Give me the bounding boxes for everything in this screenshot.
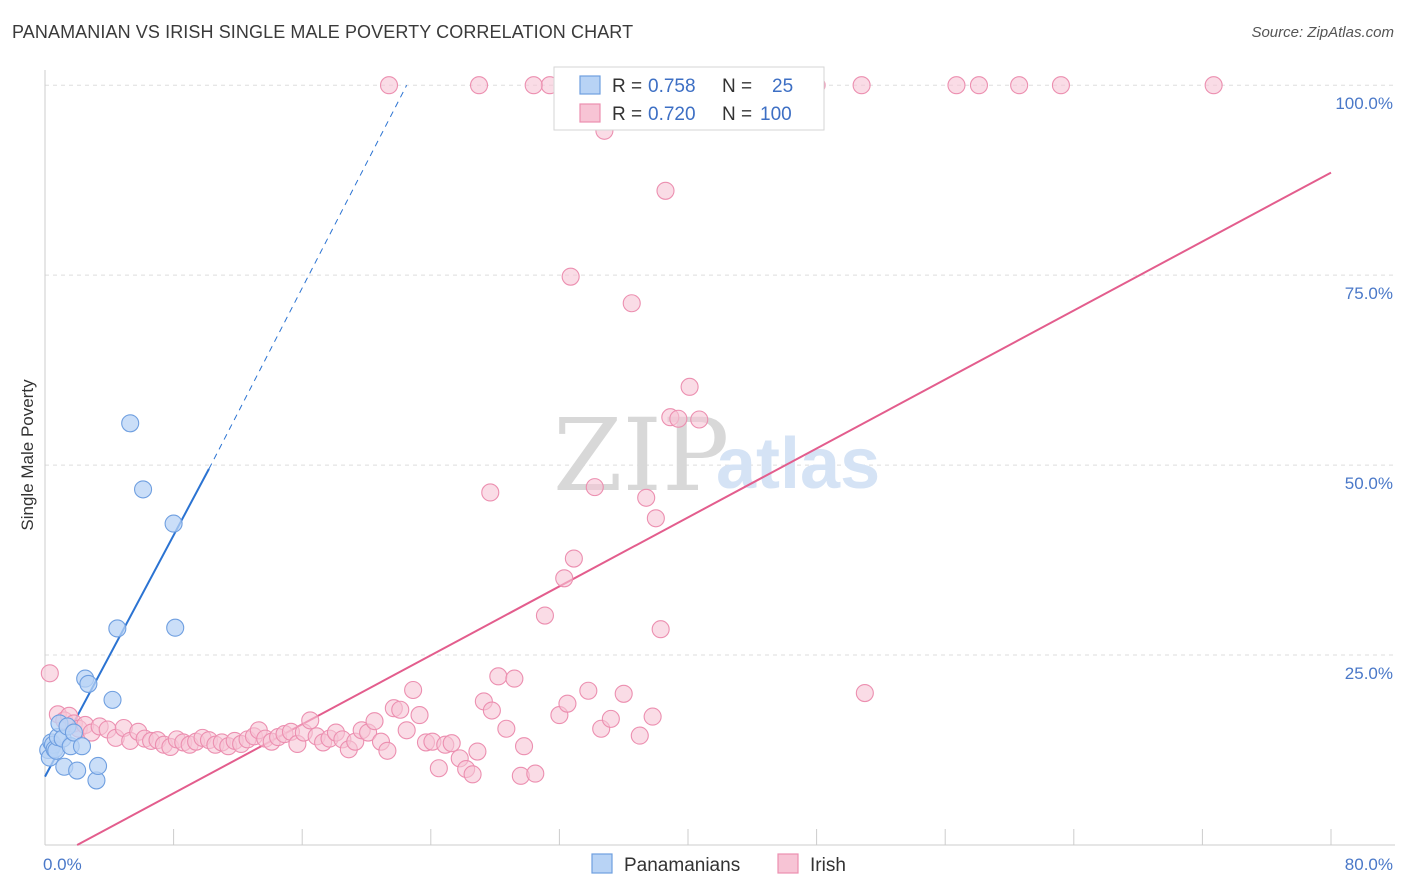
irish-point-95 <box>656 181 675 200</box>
irish-point-57 <box>410 706 429 725</box>
series-legend: Panamanians Irish <box>591 853 846 876</box>
irish-point-113 <box>481 483 500 502</box>
irish-point-40 <box>301 711 320 730</box>
irish-point-104 <box>1010 76 1029 95</box>
panamanian-point-18 <box>88 756 108 776</box>
bottom-legend-swatch-panamanians <box>591 853 613 874</box>
y-axis-label: Single Male Poverty <box>18 379 37 531</box>
irish-point-86 <box>637 488 656 507</box>
irish-point-71 <box>505 669 524 688</box>
irish-point-55 <box>397 721 416 740</box>
chart-source: Source: ZipAtlas.com <box>1251 24 1394 41</box>
irish-point-70 <box>497 719 516 738</box>
irish-point-83 <box>614 684 633 703</box>
irish-point-105 <box>1051 76 1070 95</box>
legend-n-label-irish: N = <box>722 104 752 125</box>
irish-point-82 <box>601 709 620 728</box>
tick-labels: 25.0% 50.0% 75.0% 100.0% 0.0% 80.0% <box>43 94 1393 874</box>
irish-point-54 <box>391 700 410 719</box>
watermark-atlas: atlas <box>716 424 880 504</box>
irish-point-60 <box>429 759 448 778</box>
y-tick-label-25: 25.0% <box>1345 664 1393 683</box>
axes <box>44 70 1395 846</box>
irish-point-111 <box>379 76 399 95</box>
irish-point-84 <box>622 294 641 313</box>
irish-point-94 <box>855 683 874 703</box>
panamanian-point-23 <box>164 514 183 533</box>
irish-point-92 <box>680 377 699 396</box>
irish-point-93 <box>690 410 709 429</box>
panamanian-point-21 <box>121 414 140 433</box>
irish-point-66 <box>468 742 487 761</box>
legend-n-value-panamanians: 25 <box>772 76 793 97</box>
panamanian-point-19 <box>103 690 122 709</box>
irish-point-52 <box>378 741 397 760</box>
legend-swatch-panamanians <box>579 75 601 95</box>
data-points <box>39 76 1223 790</box>
bottom-legend-panamanians: Panamanians <box>624 855 740 876</box>
irish-point-68 <box>482 701 501 720</box>
irish-point-114 <box>585 478 604 497</box>
irish-point-89 <box>651 620 670 639</box>
irish-point-102 <box>852 76 871 95</box>
irish-point-110 <box>469 76 489 95</box>
legend-r-value-irish: 0.720 <box>648 104 696 125</box>
y-tick-label-50: 50.0% <box>1345 474 1393 493</box>
y-tick-label-75: 75.0% <box>1345 284 1393 303</box>
irish-point-109 <box>524 76 543 95</box>
panamanian-point-20 <box>108 619 127 638</box>
irish-point-74 <box>526 764 545 783</box>
trend-line-panamanians-extension <box>208 84 408 470</box>
legend-r-value-panamanians: 0.758 <box>648 76 696 97</box>
panamanian-point-22 <box>134 480 153 499</box>
legend-n-label-panamanians: N = <box>722 76 752 97</box>
legend-swatch-irish <box>579 103 601 123</box>
panamanian-point-13 <box>68 761 87 780</box>
irish-point-77 <box>555 569 574 588</box>
irish-point-87 <box>643 707 662 726</box>
irish-point-65 <box>463 765 482 784</box>
panamanian-point-12 <box>64 723 83 742</box>
bottom-legend-swatch-irish <box>777 853 799 874</box>
irish-point-106 <box>1204 76 1223 95</box>
irish-point-78 <box>558 694 577 713</box>
irish-point-0 <box>40 664 59 683</box>
irish-point-79 <box>564 549 583 568</box>
panamanian-point-24 <box>166 618 185 637</box>
chart-title: PANAMANIAN VS IRISH SINGLE MALE POVERTY … <box>12 22 634 42</box>
x-tick-label-max: 80.0% <box>1345 855 1393 874</box>
irish-point-88 <box>646 509 665 528</box>
irish-point-62 <box>442 734 461 753</box>
watermark: ZIP atlas <box>553 397 880 514</box>
irish-point-56 <box>404 680 423 700</box>
irish-point-73 <box>514 737 534 756</box>
y-tick-label-100: 100.0% <box>1335 94 1393 113</box>
irish-point-69 <box>489 667 508 686</box>
irish-point-80 <box>579 681 598 700</box>
x-tick-label-min: 0.0% <box>43 855 82 874</box>
legend-n-value-irish: 100 <box>760 104 792 125</box>
panamanian-point-14 <box>72 737 92 756</box>
irish-point-98 <box>947 76 966 95</box>
irish-point-85 <box>630 726 649 745</box>
legend-r-label-panamanians: R = <box>612 76 642 97</box>
grid-lines <box>45 84 1395 656</box>
irish-point-112 <box>561 267 580 286</box>
irish-point-91 <box>669 409 688 428</box>
irish-point-50 <box>365 712 384 731</box>
irish-point-103 <box>969 76 989 95</box>
bottom-legend-irish: Irish <box>810 855 846 876</box>
legend-r-label-irish: R = <box>612 104 642 125</box>
stats-legend: R = 0.758 N = 25 R = 0.720 N = 100 <box>553 66 825 131</box>
panamanian-point-16 <box>79 674 98 693</box>
irish-point-75 <box>535 606 554 625</box>
